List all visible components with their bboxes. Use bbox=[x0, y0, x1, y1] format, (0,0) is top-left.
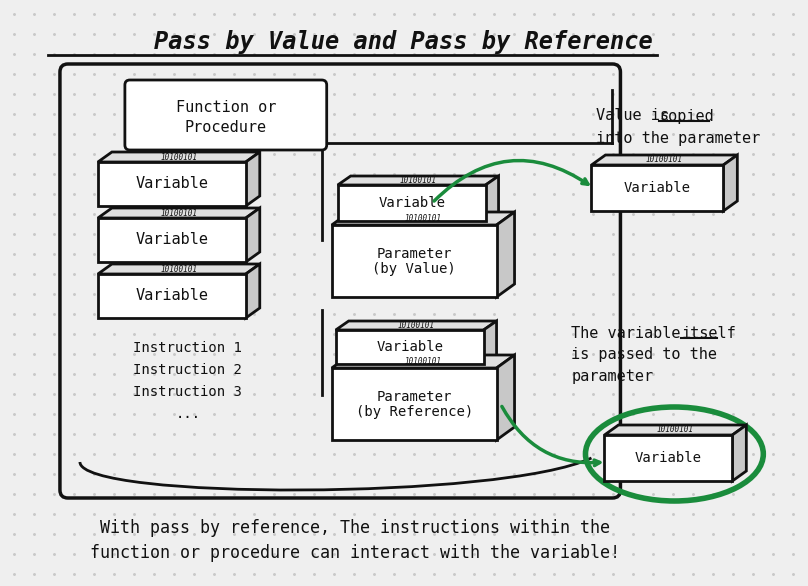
Text: ...: ... bbox=[175, 407, 200, 421]
Text: Variable: Variable bbox=[136, 288, 208, 304]
Polygon shape bbox=[723, 155, 738, 211]
Text: 10100101: 10100101 bbox=[405, 214, 442, 223]
Text: With pass by reference, The instructions within the: With pass by reference, The instructions… bbox=[99, 519, 610, 537]
Text: into the parameter: into the parameter bbox=[596, 131, 760, 145]
Text: Instruction 1: Instruction 1 bbox=[133, 341, 242, 355]
Text: 10100101: 10100101 bbox=[400, 176, 436, 185]
Polygon shape bbox=[486, 176, 499, 221]
Polygon shape bbox=[98, 274, 246, 318]
Polygon shape bbox=[335, 330, 483, 364]
Text: Procedure: Procedure bbox=[185, 121, 267, 135]
Polygon shape bbox=[98, 218, 246, 262]
Polygon shape bbox=[483, 321, 497, 364]
FancyBboxPatch shape bbox=[125, 80, 326, 150]
Text: Parameter: Parameter bbox=[377, 247, 452, 261]
Text: Variable: Variable bbox=[377, 340, 443, 354]
Text: 10100101: 10100101 bbox=[646, 155, 683, 165]
Polygon shape bbox=[98, 264, 259, 274]
Text: Instruction 3: Instruction 3 bbox=[133, 385, 242, 399]
Text: Variable: Variable bbox=[624, 181, 691, 195]
Polygon shape bbox=[338, 185, 486, 221]
Polygon shape bbox=[338, 176, 499, 185]
Polygon shape bbox=[591, 155, 738, 165]
Polygon shape bbox=[497, 355, 515, 440]
Text: Variable: Variable bbox=[378, 196, 445, 210]
Text: parameter: parameter bbox=[571, 370, 654, 384]
Text: 10100101: 10100101 bbox=[160, 152, 197, 162]
Text: The variable: The variable bbox=[571, 325, 690, 340]
Polygon shape bbox=[246, 208, 259, 262]
Text: 10100101: 10100101 bbox=[657, 425, 694, 434]
Text: 10100101: 10100101 bbox=[398, 321, 435, 330]
Text: 10100101: 10100101 bbox=[405, 357, 442, 366]
Polygon shape bbox=[98, 208, 259, 218]
Polygon shape bbox=[98, 152, 259, 162]
Polygon shape bbox=[246, 152, 259, 206]
Polygon shape bbox=[332, 368, 497, 440]
Text: Pass by Value and Pass by Reference: Pass by Value and Pass by Reference bbox=[154, 30, 653, 54]
Polygon shape bbox=[591, 165, 723, 211]
Text: 10100101: 10100101 bbox=[160, 264, 197, 274]
Polygon shape bbox=[497, 212, 515, 297]
Text: 10100101: 10100101 bbox=[160, 209, 197, 217]
Text: copied: copied bbox=[659, 108, 714, 124]
Text: Function or: Function or bbox=[175, 101, 276, 115]
Text: (by Value): (by Value) bbox=[372, 262, 456, 276]
Polygon shape bbox=[332, 225, 497, 297]
Polygon shape bbox=[604, 425, 747, 435]
Polygon shape bbox=[332, 355, 515, 368]
Text: is passed to the: is passed to the bbox=[571, 347, 718, 363]
Text: function or procedure can interact with the variable!: function or procedure can interact with … bbox=[90, 544, 620, 562]
Polygon shape bbox=[604, 435, 732, 481]
Polygon shape bbox=[335, 321, 497, 330]
Text: Instruction 2: Instruction 2 bbox=[133, 363, 242, 377]
Text: Variable: Variable bbox=[136, 233, 208, 247]
Polygon shape bbox=[98, 162, 246, 206]
Polygon shape bbox=[732, 425, 747, 481]
Text: (by Reference): (by Reference) bbox=[356, 405, 473, 419]
Text: Variable: Variable bbox=[136, 176, 208, 192]
Text: Parameter: Parameter bbox=[377, 390, 452, 404]
Text: itself: itself bbox=[681, 325, 736, 340]
Text: Variable: Variable bbox=[635, 451, 702, 465]
Text: Value is: Value is bbox=[596, 108, 679, 124]
Polygon shape bbox=[332, 212, 515, 225]
Polygon shape bbox=[246, 264, 259, 318]
